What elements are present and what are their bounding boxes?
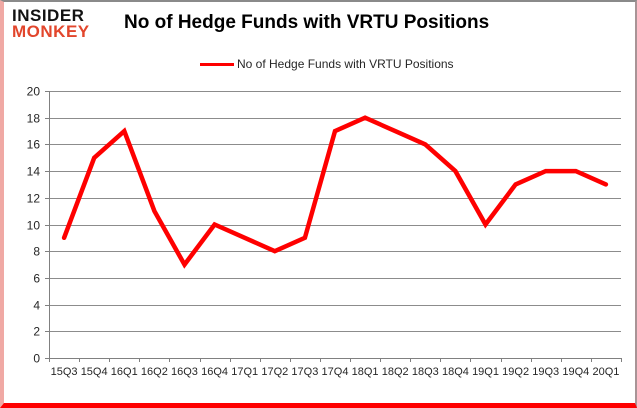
- y-tick-label: 6: [33, 272, 40, 286]
- x-tick-label: 16Q2: [141, 366, 168, 378]
- x-tick-label: 16Q1: [111, 366, 138, 378]
- chart-title: No of Hedge Funds with VRTU Positions: [124, 12, 490, 33]
- y-tick-label: 14: [27, 165, 41, 179]
- y-tick-label: 12: [27, 192, 41, 206]
- y-tick-label: 8: [33, 245, 40, 259]
- y-tick-label: 16: [27, 138, 41, 152]
- x-tick-label: 15Q3: [51, 366, 78, 378]
- x-tick-label: 17Q2: [261, 366, 288, 378]
- legend: No of Hedge Funds with VRTU Positions: [200, 57, 454, 71]
- y-tick-label: 2: [33, 325, 40, 339]
- series-line: [61, 115, 609, 269]
- x-tick-label: 18Q2: [382, 366, 409, 378]
- x-tick-label: 16Q3: [171, 366, 198, 378]
- x-tick-label: 20Q1: [592, 366, 619, 378]
- y-tick-label: 0: [33, 352, 40, 366]
- y-tick-label: 18: [27, 112, 41, 126]
- x-tick-label: 15Q4: [81, 366, 108, 378]
- line-chart: 0 2 4 6 8 10 12 14 16 18 20 15Q3 15Q4 16Q1 16Q2 16Q3 16Q…: [27, 85, 622, 378]
- logo-insider-text: INSIDER: [12, 6, 85, 25]
- x-tick-label: 18Q4: [442, 366, 469, 378]
- legend-label: No of Hedge Funds with VRTU Positions: [237, 57, 454, 71]
- x-tick-label: 16Q4: [201, 366, 228, 378]
- x-tick-label: 18Q3: [412, 366, 439, 378]
- y-tick-label: 4: [33, 299, 40, 313]
- x-tick-label: 17Q4: [322, 366, 349, 378]
- insider-monkey-logo: INSIDER MONKEY: [12, 6, 90, 41]
- x-tick-label: 18Q1: [352, 366, 379, 378]
- legend-line-swatch: [200, 62, 234, 66]
- y-tick-label: 20: [27, 85, 41, 99]
- x-tick-label: 17Q1: [231, 366, 258, 378]
- x-tick-label: 19Q4: [562, 366, 589, 378]
- x-tick-label: 19Q1: [472, 366, 499, 378]
- x-tick-label: 17Q3: [291, 366, 318, 378]
- logo-monkey-text: MONKEY: [12, 22, 90, 41]
- y-tick-label: 10: [27, 219, 41, 233]
- x-tick-label: 19Q2: [502, 366, 529, 378]
- x-tick-label: 19Q3: [532, 366, 559, 378]
